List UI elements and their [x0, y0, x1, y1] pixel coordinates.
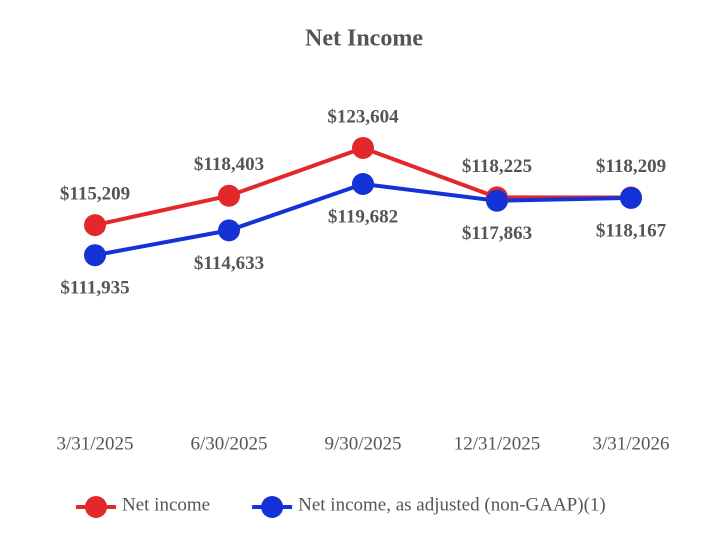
legend-label: Net income [122, 494, 210, 515]
value-label: $115,209 [60, 183, 130, 204]
value-label: $123,604 [327, 106, 399, 127]
x-tick-label: 9/30/2025 [324, 433, 401, 454]
value-label: $118,403 [194, 154, 264, 175]
x-tick-label: 3/31/2025 [56, 433, 133, 454]
value-label: $111,935 [60, 278, 129, 299]
value-label: $114,633 [194, 253, 264, 274]
legend-label: Net income, as adjusted (non-GAAP)(1) [298, 494, 606, 515]
point [486, 189, 508, 212]
chart-title: Net Income [305, 26, 423, 52]
point [620, 186, 642, 209]
value-label: $118,167 [596, 220, 667, 241]
point [84, 244, 106, 267]
point [218, 184, 240, 207]
legend-marker [85, 496, 107, 518]
point [352, 136, 374, 159]
value-label: $118,209 [596, 156, 666, 177]
value-label: $118,225 [462, 156, 532, 177]
value-label: $117,863 [462, 223, 532, 244]
x-tick-label: 3/31/2026 [592, 433, 669, 454]
x-tick-label: 12/31/2025 [454, 433, 541, 454]
point [84, 214, 106, 237]
x-tick-label: 6/30/2025 [190, 433, 267, 454]
point [352, 173, 374, 196]
point [218, 219, 240, 242]
value-label: $119,682 [328, 206, 398, 227]
legend-marker [261, 496, 284, 518]
